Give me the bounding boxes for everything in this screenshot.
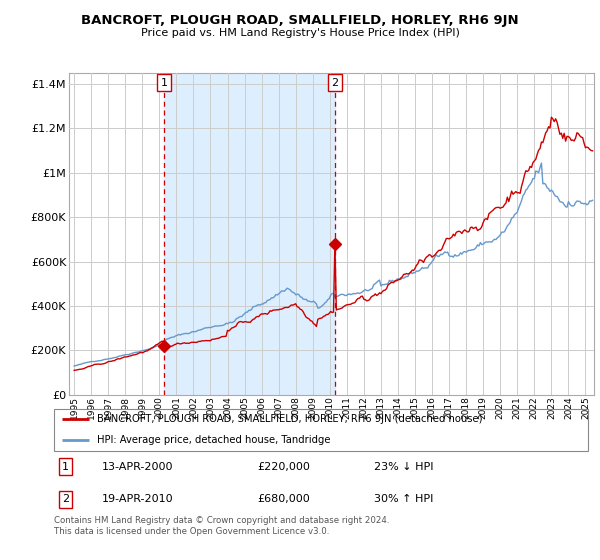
Text: 1: 1 [62, 461, 69, 472]
Text: Contains HM Land Registry data © Crown copyright and database right 2024.
This d: Contains HM Land Registry data © Crown c… [54, 516, 389, 536]
Text: 30% ↑ HPI: 30% ↑ HPI [374, 494, 434, 505]
Text: Price paid vs. HM Land Registry's House Price Index (HPI): Price paid vs. HM Land Registry's House … [140, 28, 460, 38]
Text: 1: 1 [161, 78, 168, 87]
Text: 2: 2 [62, 494, 69, 505]
Text: £680,000: £680,000 [257, 494, 310, 505]
Text: £220,000: £220,000 [257, 461, 310, 472]
Text: 23% ↓ HPI: 23% ↓ HPI [374, 461, 434, 472]
Text: BANCROFT, PLOUGH ROAD, SMALLFIELD, HORLEY, RH6 9JN: BANCROFT, PLOUGH ROAD, SMALLFIELD, HORLE… [81, 14, 519, 27]
Text: 2: 2 [331, 78, 338, 87]
Text: HPI: Average price, detached house, Tandridge: HPI: Average price, detached house, Tand… [97, 435, 330, 445]
Bar [164, 73, 335, 395]
Text: BANCROFT, PLOUGH ROAD, SMALLFIELD, HORLEY, RH6 9JN (detached house): BANCROFT, PLOUGH ROAD, SMALLFIELD, HORLE… [97, 414, 482, 424]
Text: 19-APR-2010: 19-APR-2010 [102, 494, 173, 505]
Text: 13-APR-2000: 13-APR-2000 [102, 461, 173, 472]
